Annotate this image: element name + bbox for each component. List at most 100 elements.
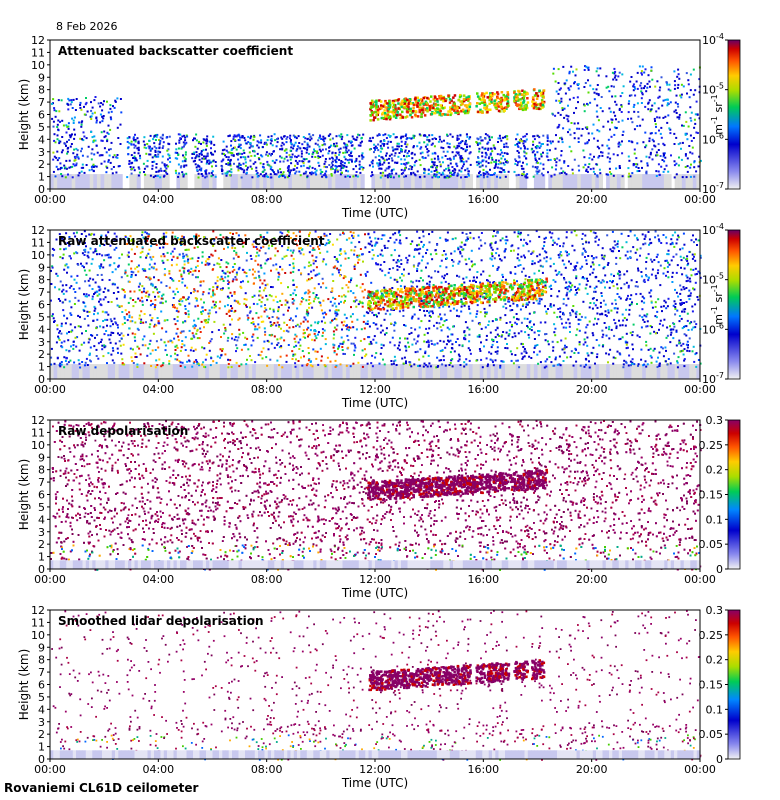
cell (396, 265, 398, 267)
cell (645, 366, 647, 368)
cell (459, 134, 461, 136)
cell (489, 305, 491, 307)
cell (636, 142, 638, 144)
cell (57, 124, 59, 126)
cell (479, 111, 482, 114)
x-tick-label: 00:00 (34, 193, 66, 206)
cell (290, 159, 292, 161)
cell (120, 345, 122, 347)
cell (266, 365, 268, 367)
cell (695, 282, 697, 284)
cell (609, 161, 611, 163)
cell (550, 142, 552, 144)
cell (73, 149, 75, 151)
cell (144, 364, 148, 379)
cell (246, 172, 248, 174)
cell (626, 241, 628, 243)
cell (73, 138, 75, 140)
cell (334, 327, 336, 329)
cell (390, 174, 392, 176)
cell (54, 133, 56, 135)
cell (378, 168, 380, 170)
cell (266, 161, 268, 163)
cell (235, 336, 237, 338)
cell (86, 364, 90, 379)
cell (552, 141, 554, 143)
cell (104, 136, 106, 138)
cell (499, 365, 501, 367)
cell (670, 243, 672, 245)
cell (613, 134, 615, 136)
cell (550, 258, 552, 260)
cell (496, 97, 499, 100)
cell (198, 155, 200, 157)
cell (541, 143, 543, 145)
cell (412, 172, 414, 174)
cell (82, 155, 84, 157)
cell (161, 162, 163, 164)
cell (409, 114, 412, 117)
cell (581, 174, 585, 189)
cell (83, 174, 87, 189)
cell (283, 136, 285, 138)
cell (478, 142, 480, 144)
cell (98, 102, 100, 104)
cell (224, 172, 226, 174)
cell (678, 164, 680, 166)
cell (475, 105, 478, 108)
cell (160, 168, 162, 170)
cell (476, 92, 479, 95)
cell (147, 347, 149, 349)
cell (293, 258, 295, 260)
cell (576, 68, 578, 70)
cell (682, 176, 684, 178)
cell (434, 270, 436, 272)
cell (138, 286, 140, 288)
cell (143, 163, 145, 165)
cell (78, 359, 80, 361)
cell (469, 360, 471, 362)
cell (453, 156, 455, 158)
cell (169, 161, 171, 163)
cell (304, 141, 306, 143)
cell (674, 84, 676, 86)
cell (391, 154, 393, 156)
cell (259, 290, 261, 292)
cell (663, 160, 665, 162)
cell (547, 137, 549, 139)
cell (384, 159, 386, 161)
cell (84, 172, 86, 174)
cell (106, 151, 108, 153)
cell (589, 153, 591, 155)
cell (105, 171, 107, 173)
cell (588, 132, 590, 134)
cell (567, 131, 569, 133)
cell (353, 168, 355, 170)
cell (656, 80, 658, 82)
cell (185, 151, 187, 153)
cell (624, 317, 626, 319)
cell (440, 164, 442, 166)
cell (96, 291, 98, 293)
cell (369, 119, 372, 122)
cell (543, 89, 546, 92)
cell (617, 154, 619, 156)
cell (634, 95, 636, 97)
cell (411, 157, 413, 159)
cell (233, 163, 235, 165)
cell (594, 92, 596, 94)
cell (191, 153, 193, 155)
cell (262, 166, 264, 168)
cell (357, 176, 359, 178)
cell (638, 167, 640, 169)
cell (385, 106, 388, 109)
cell (428, 320, 430, 322)
cell (555, 358, 557, 360)
cell (660, 174, 664, 189)
cell (267, 340, 269, 342)
cell (377, 149, 379, 151)
cell (172, 291, 174, 293)
cell (216, 364, 220, 379)
cell (479, 336, 481, 338)
cell (589, 274, 591, 276)
